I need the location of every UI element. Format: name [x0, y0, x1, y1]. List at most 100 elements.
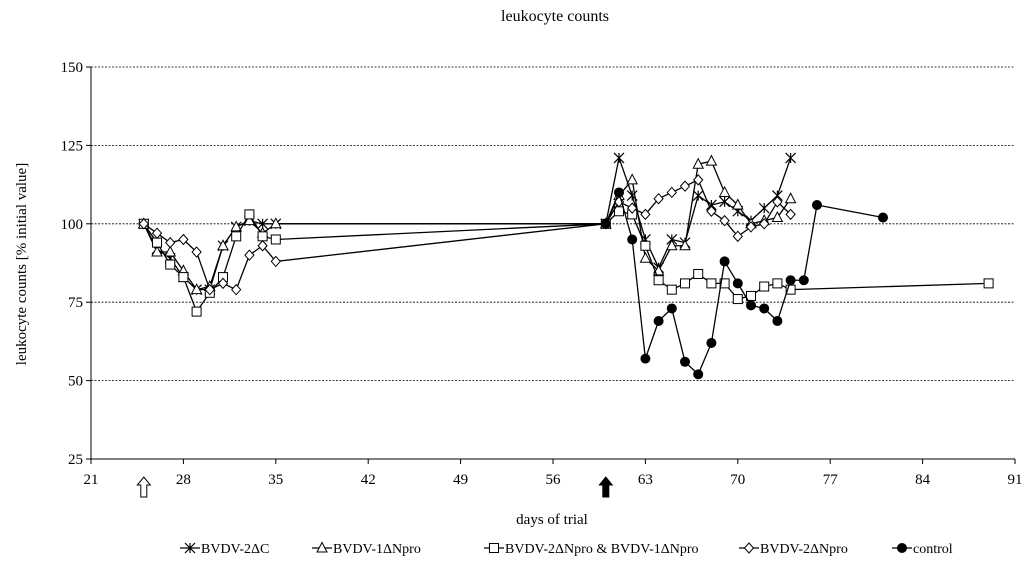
- legend-marker: [489, 543, 499, 553]
- data-point: [231, 283, 242, 296]
- data-point: [653, 316, 664, 327]
- x-tick-label: 35: [268, 472, 283, 488]
- y-tick-labels: 25 50 75 100 125 150: [61, 60, 84, 468]
- data-point: [217, 277, 229, 290]
- data-point: [772, 316, 783, 327]
- x-tick-labels: 21 28 35 42 49 56 63 70 77 84 91: [84, 472, 1023, 488]
- data-point: [653, 275, 664, 286]
- data-point: [627, 234, 638, 245]
- x-axis-label: days of trial: [516, 512, 588, 528]
- y-axis-label: leukocyte counts [% initial value]: [14, 163, 30, 365]
- data-point: [230, 220, 243, 232]
- data-point: [270, 234, 281, 245]
- data-point: [785, 275, 796, 286]
- data-point: [257, 240, 268, 252]
- legend-marker: [184, 542, 196, 554]
- data-point: [679, 180, 691, 192]
- data-point: [666, 303, 677, 314]
- data-point: [732, 294, 743, 305]
- data-point: [878, 212, 888, 223]
- y-tick-label: 75: [68, 295, 83, 311]
- data-point: [151, 245, 163, 257]
- data-point: [732, 278, 743, 289]
- data-point: [190, 283, 203, 295]
- data-point: [138, 218, 149, 230]
- data-point: [706, 205, 717, 218]
- data-point: [732, 230, 743, 243]
- legend-marker: [743, 542, 755, 554]
- data-point: [639, 251, 652, 263]
- data-point: [270, 255, 281, 268]
- data-point: [784, 192, 797, 204]
- data-point: [745, 221, 757, 233]
- data-point: [693, 369, 704, 380]
- data-point: [666, 186, 677, 199]
- data-point: [640, 353, 651, 364]
- annotation-layer: [136, 476, 614, 498]
- legend-item-3: BVDV-2ΔNpro: [739, 542, 848, 557]
- data-point: [758, 202, 770, 214]
- y-tick-label: 125: [61, 138, 84, 154]
- data-point: [706, 278, 717, 289]
- data-point: [640, 240, 651, 251]
- data-point: [626, 173, 639, 185]
- data-point: [693, 268, 704, 279]
- data-point: [164, 245, 177, 257]
- data-point: [627, 202, 638, 214]
- legend: BVDV-2ΔC BVDV-1ΔNpro BVDV-2ΔNpro & BVDV-1Δ…: [180, 541, 953, 557]
- data-point: [706, 337, 717, 348]
- open-arrow-icon: [136, 476, 152, 498]
- data-point: [812, 199, 822, 210]
- data-point: [243, 214, 256, 226]
- data-point: [666, 284, 677, 295]
- data-point: [679, 239, 691, 251]
- x-tick-label: 56: [546, 472, 562, 488]
- data-point: [759, 281, 770, 292]
- series-line-2: [143, 210, 989, 313]
- data-point: [614, 187, 624, 198]
- data-point: [719, 256, 730, 267]
- data-point: [680, 278, 690, 289]
- legend-label: BVDV-1ΔNpro: [333, 542, 421, 557]
- data-point: [731, 198, 744, 210]
- data-point: [798, 275, 809, 286]
- data-point: [772, 278, 783, 289]
- x-tick-label: 49: [453, 472, 468, 488]
- x-tick-label: 28: [176, 472, 191, 488]
- data-point: [785, 208, 796, 221]
- x-tick-label: 84: [915, 472, 931, 488]
- data-point: [785, 152, 797, 164]
- legend-item-0: BVDV-2ΔC: [180, 542, 269, 557]
- series-4: [600, 187, 888, 380]
- data-point: [692, 157, 705, 169]
- x-tick-label: 91: [1008, 472, 1023, 488]
- data-point: [719, 278, 730, 289]
- legend-label: BVDV-2ΔNpro: [760, 542, 848, 557]
- y-tick-label: 25: [68, 452, 83, 468]
- legend-marker: [316, 541, 328, 553]
- x-tick-label: 21: [84, 472, 99, 488]
- x-tick-label: 63: [638, 472, 653, 488]
- data-point: [718, 185, 731, 197]
- axes: [86, 66, 1016, 464]
- series-3: [138, 174, 796, 296]
- data-point: [231, 231, 242, 242]
- data-point: [759, 303, 770, 314]
- data-point: [746, 300, 756, 311]
- data-point: [244, 209, 255, 220]
- data-point: [719, 214, 730, 227]
- data-point: [165, 236, 176, 249]
- data-point: [771, 210, 784, 223]
- y-tick-label: 150: [61, 60, 84, 76]
- data-point: [719, 196, 731, 208]
- legend-item-1: BVDV-1ΔNpro: [312, 541, 421, 557]
- data-point: [653, 192, 664, 205]
- data-point: [680, 356, 690, 367]
- filled-arrow-icon: [598, 476, 614, 498]
- data-point: [692, 190, 704, 202]
- legend-item-4: control: [892, 542, 953, 557]
- data-point: [983, 278, 994, 289]
- data-point: [640, 208, 651, 221]
- data-point: [269, 217, 282, 229]
- y-tick-label: 100: [61, 217, 84, 233]
